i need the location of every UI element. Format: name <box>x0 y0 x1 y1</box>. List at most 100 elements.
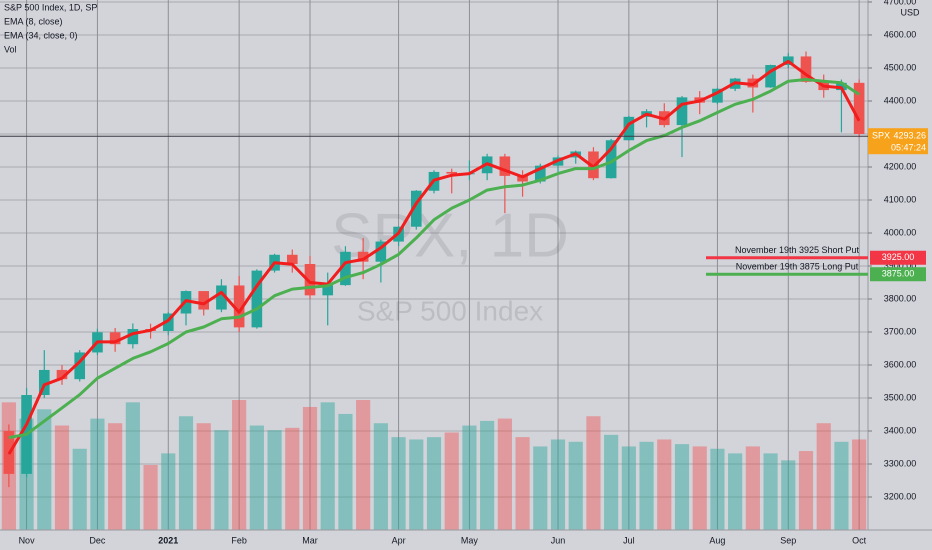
ema-line <box>8 78 860 440</box>
candle-body <box>322 285 334 296</box>
x-tick-label: Jul <box>623 535 635 545</box>
volume-bar <box>54 425 70 530</box>
volume-bar <box>657 439 672 530</box>
candle-body <box>304 264 316 296</box>
candle-body <box>446 171 458 174</box>
candle-body <box>800 56 812 82</box>
last-price-tag <box>868 128 928 155</box>
watermark: SPX, 1D <box>331 201 569 270</box>
volume-bar <box>834 441 849 530</box>
candle-body <box>233 285 245 328</box>
volume-bar <box>444 432 459 530</box>
volume-bar <box>356 400 371 530</box>
candle-body <box>534 165 546 182</box>
candle-body <box>605 140 617 179</box>
y-tick-label: 4500.00 <box>884 62 917 72</box>
volume-bar <box>338 413 353 530</box>
y-tick-label: 3400.00 <box>884 425 917 435</box>
volume-bar <box>692 446 707 530</box>
volume-bar <box>852 439 867 530</box>
y-tick-label: 4600.00 <box>884 29 917 39</box>
y-tick-label: 3300.00 <box>884 458 917 468</box>
y-tick-label: 3700.00 <box>884 326 917 336</box>
volume-bar <box>196 423 211 530</box>
y-tick-label: 3900.00 <box>884 260 917 270</box>
candle-body <box>499 156 511 176</box>
volume-bar <box>462 425 477 530</box>
volume-bar <box>621 446 636 530</box>
volume-bar <box>710 448 725 530</box>
volume-bar <box>674 444 690 530</box>
y-unit: USD <box>900 7 920 17</box>
annotation-tag-label: 3925.00 <box>882 252 915 262</box>
ema-line <box>7 59 861 455</box>
annotation-tag-label: 3875.00 <box>882 269 915 279</box>
candle-body <box>251 270 263 328</box>
chart-title: S&P 500 Index, 1D, SP <box>4 2 97 12</box>
volume-bar <box>391 437 406 530</box>
volume-bar <box>515 437 530 530</box>
watermark-subtitle: S&P 500 Index <box>357 295 543 326</box>
volume-bar <box>161 453 176 530</box>
candle-body <box>623 116 635 141</box>
volume-bar <box>373 423 388 530</box>
x-tick-label: May <box>461 535 479 545</box>
legend-entry: EMA (8, close) <box>4 16 63 26</box>
volume-bar <box>745 446 760 530</box>
y-tick-label: 4400.00 <box>884 95 917 105</box>
x-tick-label: Sep <box>780 535 796 545</box>
candle-body <box>109 332 121 345</box>
candle-body <box>375 241 387 262</box>
volume-bar <box>143 465 158 530</box>
y-tick-label: 3800.00 <box>884 293 917 303</box>
y-tick-label: 4700.00 <box>884 0 917 6</box>
volume-bar <box>214 430 229 530</box>
x-tick-label: Dec <box>89 535 106 545</box>
volume-bar <box>781 460 796 530</box>
candle-body <box>340 251 351 286</box>
annotation-text: November 19th 3875 Long Put <box>736 262 859 272</box>
candle-body <box>410 190 422 227</box>
volume-bar <box>90 418 105 530</box>
annotation-text: November 19th 3925 Short Put <box>735 245 860 255</box>
candle-body <box>162 313 174 332</box>
candle-body <box>517 175 528 182</box>
candle-body <box>38 369 50 396</box>
candle-body <box>127 329 139 345</box>
candle-body <box>56 369 68 380</box>
legend-entry: Vol <box>4 44 17 54</box>
legend-entry: EMA (34, close, 0) <box>4 30 78 40</box>
last-price-countdown: 05:47:24 <box>891 143 926 153</box>
x-tick-label: Mar <box>302 535 318 545</box>
volume-bar <box>37 409 52 530</box>
candle-body <box>853 82 865 134</box>
x-tick-label: Jun <box>551 535 566 545</box>
candle-body <box>286 254 298 265</box>
last-price-value: 4293.26 <box>893 131 926 141</box>
volume-bar <box>426 437 442 530</box>
volume-bar <box>550 439 566 530</box>
x-tick-label: Nov <box>19 535 36 545</box>
y-tick-label: 4200.00 <box>884 161 917 171</box>
candle-body <box>765 65 776 88</box>
candle-body <box>676 97 688 126</box>
candle-body <box>357 251 369 262</box>
last-price-symbol: SPX <box>872 131 890 141</box>
candle-body <box>198 291 210 310</box>
volume-bar <box>249 425 264 530</box>
volume-bar <box>586 416 601 530</box>
volume-bar <box>302 406 318 530</box>
volume-bar <box>178 416 194 530</box>
volume-bar <box>639 441 654 530</box>
volume-bar <box>267 430 282 530</box>
x-tick-label: Apr <box>392 535 406 545</box>
volume-bar <box>232 400 247 530</box>
y-tick-label: 3200.00 <box>884 491 917 501</box>
volume-bar <box>125 402 140 530</box>
x-tick-label: Oct <box>852 535 867 545</box>
volume-bar <box>480 420 495 530</box>
y-tick-label: 4000.00 <box>884 227 917 237</box>
volume-bar <box>285 427 300 530</box>
annotation-tag <box>870 267 926 282</box>
candle-body <box>216 285 227 310</box>
